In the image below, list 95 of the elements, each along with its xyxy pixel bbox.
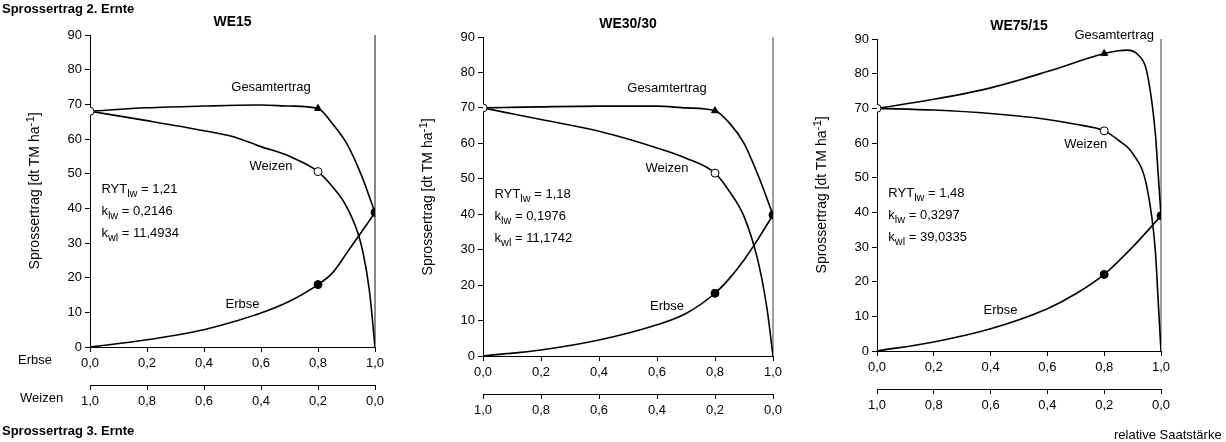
y-tick-label: 10 [854, 307, 869, 323]
x2-tick-label: 0,4 [251, 393, 271, 409]
y-tick-label: 0 [467, 347, 475, 363]
y-tick-label: 70 [460, 99, 475, 115]
y-tick-label: 10 [460, 312, 475, 328]
chart-title: WE30/30 [599, 14, 657, 31]
x-tick-label: 0,8 [308, 355, 328, 371]
x2-tick-label: 0,2 [705, 402, 725, 418]
y-tick-label: 40 [854, 203, 869, 219]
x2-tick-label: 0,8 [137, 393, 157, 409]
point [1100, 49, 1109, 57]
text: Sprossertrag 3. Ernte [2, 423, 135, 438]
series-label: Weizen [1064, 135, 1108, 151]
x2-tick-label: 0,8 [924, 397, 943, 413]
x-tick-label: 0,4 [981, 359, 1000, 375]
x2-tick-label: 1,0 [80, 393, 100, 409]
y-tick-label: 50 [460, 170, 475, 186]
x-tick-label: 0,6 [1038, 359, 1057, 375]
y-tick-label: 10 [67, 303, 82, 319]
y-tick-label: 80 [460, 64, 475, 80]
x2-tick-label: 0,6 [589, 402, 609, 418]
x2-tick-label: 1,0 [867, 397, 887, 413]
x-tick-label: 0,2 [531, 364, 551, 380]
y-tick-label: 50 [67, 165, 82, 181]
x-tick-label: 0,0 [473, 364, 493, 380]
series-label: Weizen [249, 158, 293, 174]
y-tick-label: 0 [74, 338, 82, 354]
y-tick-label: 90 [460, 28, 475, 44]
y-tick-label: 20 [67, 269, 82, 285]
annotation: RYT$_{lw}$ = 1,18 [494, 185, 571, 204]
x-axis-title: Erbse [18, 352, 52, 367]
point [711, 106, 719, 114]
x-tick-label: 0,4 [194, 355, 214, 371]
annotation: k$_{lw}$ = 0,3297 [888, 206, 960, 225]
y-tick-label: 80 [854, 65, 869, 81]
point [314, 103, 322, 111]
annotation: k$_{lw}$ = 0,1976 [494, 207, 566, 226]
annotation: k$_{wl}$ = 39,0335 [888, 228, 967, 247]
annotation: k$_{wl}$ = 11,1742 [494, 229, 573, 248]
y-tick-label: 60 [460, 134, 475, 150]
x2-tick-label: 0,6 [981, 397, 1000, 413]
y-tick-label: 70 [854, 99, 869, 115]
text: relative Saatstärke [1114, 427, 1222, 442]
x-tick-label: 0,0 [80, 355, 100, 371]
x2-tick-label: 0,4 [647, 402, 667, 418]
x-tick-label: 1,0 [763, 364, 783, 380]
x2-axis-title: Weizen [20, 390, 64, 405]
x-tick-label: 0,2 [137, 355, 157, 371]
annotation: k$_{wl}$ = 11,4934 [101, 224, 179, 243]
series-label: Weizen [645, 159, 689, 175]
annotation: k$_{lw}$ = 0,2146 [101, 202, 173, 221]
x-tick-label: 0,0 [867, 359, 887, 375]
x2-tick-label: 1,0 [473, 402, 493, 418]
series-label: Erbse [650, 298, 684, 314]
text: Sprossertrag 2. Ernte [2, 1, 135, 16]
x-tick-label: 0,2 [924, 359, 943, 375]
y-tick-label: 90 [67, 26, 82, 42]
chart-title: WE75/15 [990, 16, 1048, 33]
y-tick-label: 0 [861, 342, 869, 358]
y-tick-label: 30 [460, 241, 475, 257]
y-tick-label: 30 [854, 238, 869, 254]
series-label: Erbse [983, 302, 1018, 318]
x2-tick-label: 0,0 [763, 402, 783, 418]
x2-tick-label: 0,2 [308, 393, 328, 409]
chart-title: WE15 [213, 12, 252, 29]
y-tick-label: 80 [67, 61, 82, 77]
y-tick-label: 50 [854, 169, 869, 185]
y-tick-label: 90 [854, 30, 869, 46]
series-label: Gesamtertrag [627, 79, 707, 95]
annotation: RYT$_{lw}$ = 1,48 [888, 184, 965, 203]
x-tick-label: 0,8 [705, 364, 725, 380]
x2-tick-label: 0,6 [194, 393, 214, 409]
x-tick-label: 0,6 [251, 355, 271, 371]
y-tick-label: 60 [854, 134, 869, 150]
x-tick-label: 0,6 [647, 364, 667, 380]
x2-tick-label: 0,2 [1095, 397, 1114, 413]
annotation: RYT$_{lw}$ = 1,21 [101, 180, 178, 199]
x2-tick-label: 0,8 [531, 402, 551, 418]
y-tick-label: 30 [67, 234, 82, 250]
x2-tick-label: 0,0 [365, 393, 385, 409]
series-label: Erbse [225, 295, 260, 311]
x2-tick-label: 0,0 [1151, 397, 1171, 413]
x-tick-label: 1,0 [1151, 359, 1171, 375]
y-tick-label: 60 [67, 130, 82, 146]
x-tick-label: 0,8 [1095, 359, 1114, 375]
series-label: Gesamtertrag [231, 78, 311, 94]
y-tick-label: 20 [854, 273, 869, 289]
x-tick-label: 0,4 [589, 364, 609, 380]
y-tick-label: 40 [67, 199, 82, 215]
y-tick-label: 40 [460, 205, 475, 221]
series-label: Gesamtertrag [1074, 27, 1154, 43]
y-tick-label: 70 [67, 95, 82, 111]
x2-tick-label: 0,4 [1038, 397, 1057, 413]
x-tick-label: 1,0 [365, 355, 385, 371]
y-tick-label: 20 [460, 276, 475, 292]
